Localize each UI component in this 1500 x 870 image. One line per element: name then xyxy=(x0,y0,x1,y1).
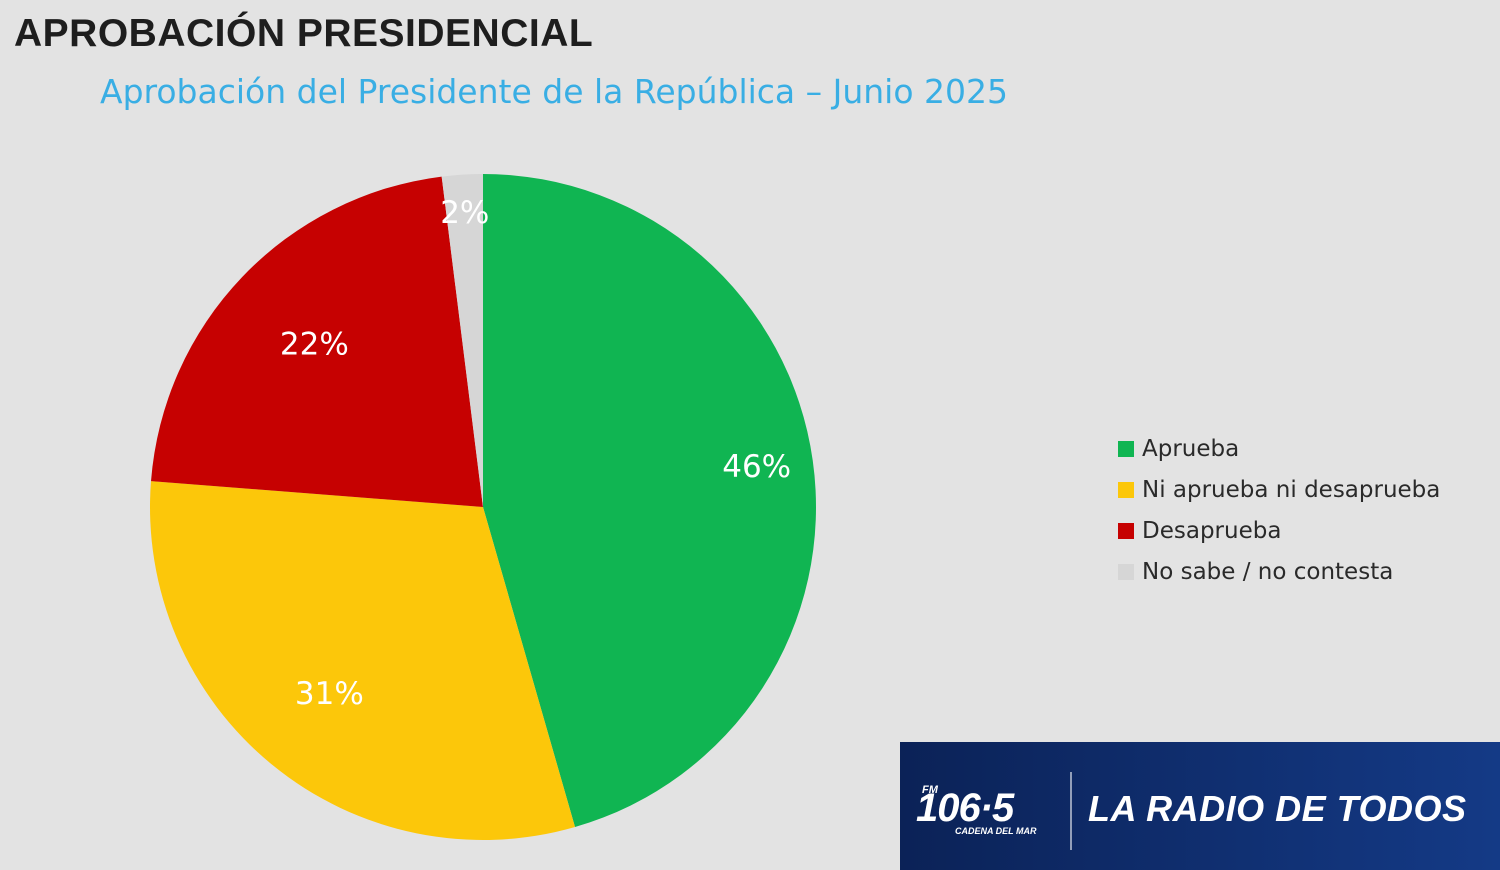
legend-swatch xyxy=(1118,481,1134,498)
pie-slice xyxy=(150,481,576,841)
legend-label: Desaprueba xyxy=(1142,517,1282,544)
legend-label: Aprueba xyxy=(1142,435,1240,462)
chart-legend: Aprueba Ni aprueba ni desaprueba Desapru… xyxy=(1118,428,1440,592)
pie-slice xyxy=(151,176,483,507)
legend-item-no-sabe: No sabe / no contesta xyxy=(1118,551,1440,592)
pie-slice-label: 31% xyxy=(295,676,364,712)
pie-slice-label: 46% xyxy=(722,449,791,485)
banner-band: FM xyxy=(922,784,938,796)
chart-title: Aprobación del Presidente de la Repúblic… xyxy=(100,72,1009,111)
legend-swatch xyxy=(1118,522,1134,539)
legend-item-desaprueba: Desaprueba xyxy=(1118,510,1440,551)
banner-station-name: CADENA DEL MAR xyxy=(955,826,1037,836)
legend-label: No sabe / no contesta xyxy=(1142,558,1394,585)
pie-slice xyxy=(441,174,483,507)
pie-slice xyxy=(483,174,817,828)
legend-swatch xyxy=(1118,563,1134,580)
banner-divider xyxy=(1070,772,1072,850)
legend-item-neutral: Ni aprueba ni desaprueba xyxy=(1118,469,1440,510)
pie-slice-label: 2% xyxy=(440,195,489,231)
legend-item-aprueba: Aprueba xyxy=(1118,428,1440,469)
legend-swatch xyxy=(1118,440,1134,457)
radio-banner: FM 106·5 CADENA DEL MAR LA RADIO DE TODO… xyxy=(900,742,1500,870)
banner-frequency: 106·5 xyxy=(916,786,1014,830)
pie-slice-label: 22% xyxy=(280,327,349,363)
page-title: APROBACIÓN PRESIDENCIAL xyxy=(14,12,594,55)
banner-slogan: LA RADIO DE TODOS xyxy=(1088,788,1467,829)
legend-label: Ni aprueba ni desaprueba xyxy=(1142,476,1441,503)
